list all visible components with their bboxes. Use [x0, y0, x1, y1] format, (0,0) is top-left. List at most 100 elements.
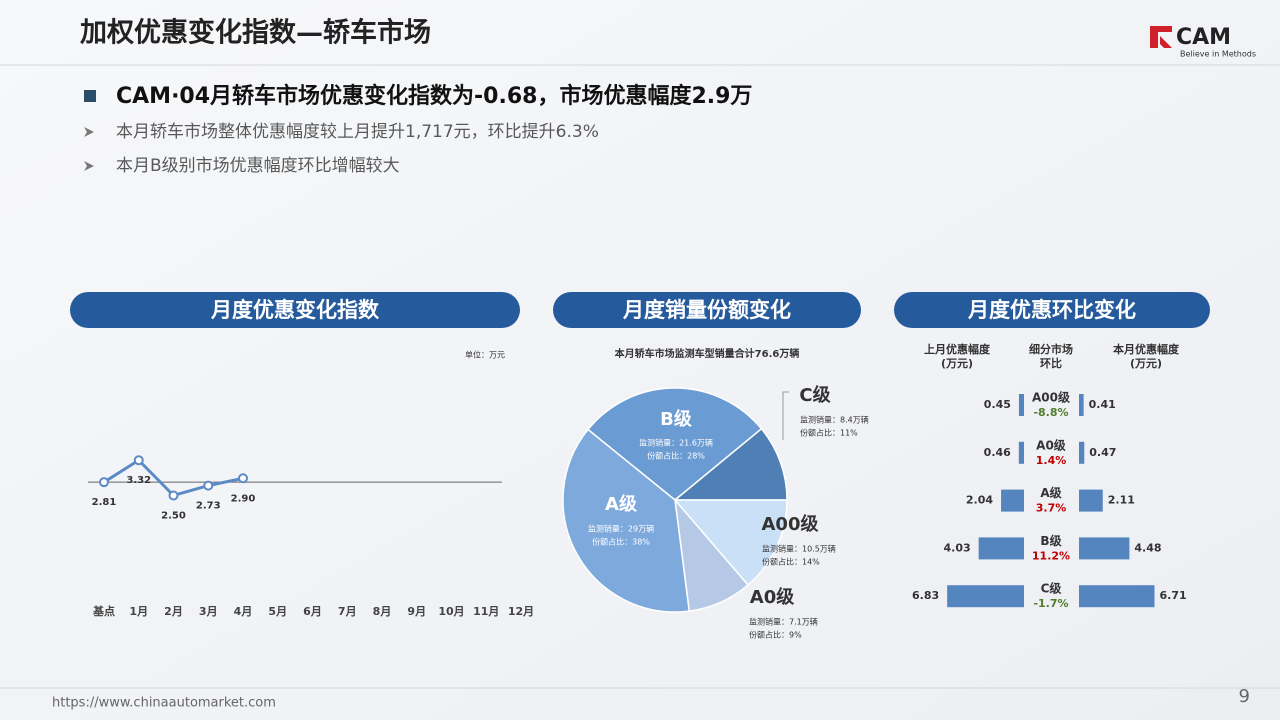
- x-tick-label: 11月: [473, 605, 499, 618]
- column-header: 环比: [1040, 356, 1062, 370]
- x-tick-label: 7月: [338, 605, 357, 618]
- category-label: A0级: [1036, 437, 1066, 452]
- category-label: A00级: [1032, 390, 1070, 405]
- category-label: A级: [1040, 485, 1061, 500]
- panel-title: 月度优惠环比变化: [967, 298, 1136, 322]
- slice-label: A0级: [750, 586, 795, 608]
- x-tick-label: 4月: [234, 605, 253, 618]
- bar-previous: [1018, 441, 1024, 464]
- sub-bullet: 本月轿车市场整体优惠幅度较上月提升1,717元，环比提升6.3%: [116, 122, 599, 142]
- column-header: 细分市场: [1029, 342, 1073, 356]
- bar-current: [1079, 585, 1155, 608]
- footer-url: https://www.chinaautomarket.com: [52, 696, 276, 711]
- x-tick-label: 基点: [92, 604, 115, 618]
- slice-value: 监测销量：8.4万辆: [800, 415, 869, 425]
- pie-slice: [672, 427, 788, 501]
- leader-line: [782, 391, 789, 440]
- change-label: -1.7%: [1033, 597, 1068, 610]
- bar-current: [1079, 537, 1130, 560]
- x-tick-label: 9月: [407, 605, 426, 618]
- bar-previous: [1018, 394, 1024, 416]
- slice-label: C级: [799, 384, 831, 406]
- panel-title: 月度优惠变化指数: [210, 298, 380, 322]
- tagline: Believe in Methods: [1180, 50, 1256, 59]
- x-tick-label: 5月: [268, 605, 287, 618]
- bar-previous: [978, 537, 1024, 560]
- bar-current: [1079, 394, 1084, 416]
- data-label: 2.81: [92, 497, 117, 508]
- main-bullet: CAM·04月轿车市场优惠变化指数为-0.68，市场优惠幅度2.9万: [116, 83, 752, 109]
- pie-slice: [586, 387, 763, 501]
- pie-slice: [673, 499, 788, 587]
- point: [203, 480, 214, 491]
- change-label: 3.7%: [1036, 502, 1067, 515]
- x-tick-label: 12月: [508, 605, 534, 618]
- column-header: (万元): [1130, 357, 1162, 370]
- slice-label: A00级: [762, 513, 820, 535]
- x-tick-label: 6月: [303, 605, 322, 618]
- value-label: 0.47: [1089, 446, 1116, 459]
- value-label: 6.71: [1159, 589, 1186, 602]
- change-label: 11.2%: [1032, 549, 1070, 562]
- slice-value: 监测销量：21.6万辆: [639, 438, 713, 448]
- column-header: 上月优惠幅度: [924, 342, 991, 356]
- value-label: 4.03: [944, 541, 971, 554]
- point: [133, 455, 144, 466]
- slice-share: 份额占比：9%: [749, 630, 802, 640]
- value-label: 4.48: [1134, 541, 1161, 554]
- panel-header: [553, 292, 861, 328]
- category-label: B级: [1040, 533, 1061, 548]
- value-label: 2.04: [966, 494, 993, 507]
- panel-header: [70, 292, 520, 328]
- bar-current: [1079, 489, 1103, 512]
- x-tick-label: 1月: [129, 605, 148, 618]
- slice-share: 份额占比：14%: [762, 557, 820, 567]
- x-tick-label: 10月: [438, 605, 464, 618]
- data-label: 2.50: [161, 511, 186, 522]
- logo: CAM: [1176, 25, 1231, 50]
- bar-current: [1079, 441, 1085, 464]
- value-label: 2.11: [1108, 494, 1135, 507]
- point: [168, 490, 179, 501]
- bar-previous: [1001, 489, 1024, 512]
- value-label: 0.45: [984, 398, 1011, 411]
- data-label: 3.32: [126, 475, 151, 486]
- data-label: 2.73: [196, 501, 221, 512]
- data-label: 2.90: [231, 493, 256, 504]
- point: [99, 477, 109, 488]
- change-label: 1.4%: [1036, 454, 1067, 467]
- arrow-bullet: [84, 127, 94, 137]
- slice-share: 份额占比：11%: [800, 428, 858, 438]
- value-label: 0.41: [1089, 398, 1116, 411]
- unit-label: 单位：万元: [465, 350, 505, 360]
- slice-share: 份额占比：38%: [592, 537, 650, 547]
- slice-value: 监测销量：10.5万辆: [762, 544, 836, 554]
- panel-header: [894, 292, 1210, 328]
- page-number: 9: [1239, 686, 1250, 707]
- slide-title: 加权优惠变化指数—轿车市场: [80, 17, 431, 49]
- slice-value: 监测销量：7.1万辆: [749, 617, 818, 627]
- x-tick-label: 8月: [373, 605, 392, 618]
- logo-icon: [1150, 26, 1172, 48]
- column-header: (万元): [941, 357, 973, 370]
- column-header: 本月优惠幅度: [1113, 342, 1180, 356]
- sub-bullet: 本月B级别市场优惠幅度环比增幅较大: [116, 156, 400, 176]
- arrow-bullet: [84, 161, 94, 171]
- panel-title: 月度销量份额变化: [622, 298, 791, 322]
- x-tick-label: 2月: [164, 605, 183, 618]
- point: [238, 473, 248, 484]
- value-label: 0.46: [984, 446, 1011, 459]
- bar-previous: [947, 585, 1024, 608]
- pie-slice: [562, 428, 691, 613]
- bullet-square: [84, 90, 96, 102]
- category-label: C级: [1041, 581, 1062, 596]
- slice-label: A级: [605, 493, 638, 515]
- slice-value: 监测销量：29万辆: [588, 524, 654, 534]
- value-label: 6.83: [912, 589, 939, 602]
- pie-subtitle: 本月轿车市场监测车型销量合计76.6万辆: [615, 347, 800, 360]
- slice-label: B级: [660, 408, 693, 430]
- change-label: -8.8%: [1033, 406, 1068, 419]
- slice-share: 份额占比：28%: [647, 451, 705, 461]
